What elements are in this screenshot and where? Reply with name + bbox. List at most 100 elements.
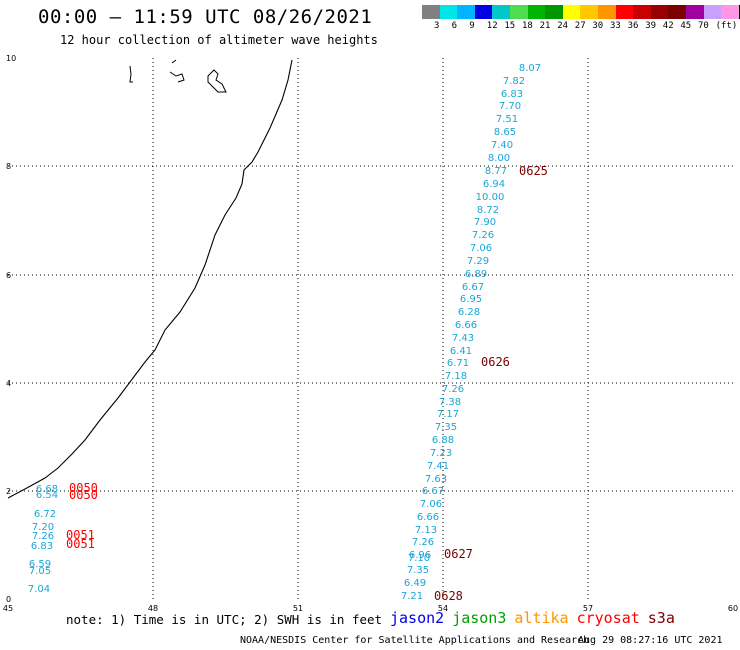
swh-value-label: 6.49 [404, 578, 426, 589]
swh-value-label: 6.71 [447, 358, 469, 369]
swh-value-label: 8.72 [477, 205, 499, 216]
colorbar-swatch [422, 5, 440, 19]
colorbar-label: 3 [434, 21, 440, 31]
swh-value-label: 7.35 [435, 422, 457, 433]
pass-time-label: 0628 [434, 589, 463, 603]
x-tick-label: 51 [293, 604, 303, 613]
y-tick-label: 6 [6, 271, 11, 280]
colorbar-swatch [527, 5, 546, 19]
swh-value-label: 6.83 [501, 89, 523, 100]
pass-time-label: 0050 [69, 481, 98, 495]
colorbar-label: 45 [680, 21, 692, 31]
legend-entry-cryosat: cryosat [576, 609, 640, 627]
colorbar-label: 6 [451, 21, 458, 31]
swh-value-label: 7.23 [430, 448, 452, 459]
swh-value-label: 6.59 [29, 559, 51, 570]
colorbar-swatch [685, 5, 704, 19]
island-outline [169, 59, 185, 83]
colorbar-label: 70 [698, 21, 709, 31]
colorbar-label: 39 [645, 21, 657, 31]
pass-time-label: 0625 [519, 164, 548, 178]
colorbar-swatch [650, 5, 669, 19]
swh-value-label: 7.06 [470, 243, 492, 254]
colorbar-swatch [457, 5, 475, 19]
units-note: note: 1) Time is in UTC; 2) SWH is in fe… [66, 612, 383, 627]
x-tick-label: 57 [583, 604, 593, 613]
swh-value-label: 7.26 [472, 230, 494, 241]
swh-value-label: 7.10 [408, 553, 430, 564]
legend-entry-altika: altika [514, 609, 569, 627]
wave-height-colorbar [422, 5, 740, 19]
colorbar-label: 15 [504, 21, 516, 31]
swh-value-label: 7.17 [437, 409, 459, 420]
swh-value-label: 6.67 [422, 486, 444, 497]
colorbar-label: 18 [522, 21, 533, 31]
swh-value-label: 6.28 [458, 307, 480, 318]
y-tick-label: 8 [6, 162, 11, 171]
satellite-legend: jason2 jason3 altika cryosat s3a [390, 609, 683, 627]
colorbar-swatch [562, 5, 581, 19]
swh-value-label: 7.20 [32, 522, 54, 533]
colorbar-label: 36 [627, 21, 639, 31]
colorbar-swatch [474, 5, 493, 19]
coastline [7, 59, 293, 499]
colorbar-swatch [633, 5, 651, 19]
swh-value-label: 7.26 [412, 537, 434, 548]
legend-entry-jason2: jason2 [390, 609, 445, 627]
swh-value-label: 7.26 [442, 384, 464, 395]
swh-value-label: 7.43 [452, 333, 474, 344]
x-tick-label: 60 [728, 604, 738, 613]
generation-timestamp: Aug 29 08:27:16 UTC 2021 [578, 635, 723, 646]
swh-value-label: 6.41 [450, 346, 472, 357]
y-tick-label: 0 [6, 595, 11, 604]
swh-value-label: 6.72 [34, 509, 56, 520]
credit-text: NOAA/NESDIS Center for Satellite Applica… [240, 635, 590, 646]
pass-time-label: 0051 [66, 537, 95, 551]
swh-value-label: 6.68 [36, 484, 58, 495]
map-title: 00:00 – 11:59 UTC 08/26/2021 [38, 6, 373, 28]
island-outline [129, 65, 133, 83]
swh-value-label: 6.66 [455, 320, 477, 331]
swh-value-label: 7.05 [29, 566, 51, 577]
swh-value-label: 7.40 [491, 140, 513, 151]
colorbar-swatch [615, 5, 634, 19]
x-tick-label: 54 [438, 604, 448, 613]
x-tick-label: 48 [148, 604, 158, 613]
y-tick-label: 2 [6, 487, 11, 496]
swh-value-label: 7.21 [401, 591, 423, 602]
colorbar-swatch [721, 5, 739, 19]
colorbar-swatch [597, 5, 616, 19]
swh-value-label: 8.65 [494, 127, 516, 138]
pass-time-label: 0626 [481, 355, 510, 369]
swh-value-label: 6.67 [462, 282, 484, 293]
swh-value-label: 7.51 [496, 114, 518, 125]
swh-value-label: 7.90 [474, 217, 496, 228]
colorbar-label: 24 [557, 21, 569, 31]
swh-value-label: 7.38 [439, 397, 461, 408]
colorbar-labels: 3 6 9 12 15 18 21 24 27 30 33 36 39 42 45 70 (ft) [422, 21, 740, 33]
swh-value-label: 7.35 [407, 565, 429, 576]
colorbar-label: 9 [469, 21, 475, 31]
swh-value-label: 6.83 [31, 541, 53, 552]
colorbar-swatch [668, 5, 686, 19]
colorbar-label: 30 [592, 21, 604, 31]
island-outline [207, 69, 227, 93]
swh-value-label: 10.00 [476, 192, 505, 203]
swh-value-label: 6.95 [460, 294, 482, 305]
swh-value-label: 8.07 [519, 63, 541, 74]
legend-entry-s3a: s3a [647, 609, 675, 627]
swh-value-label: 7.18 [445, 371, 467, 382]
colorbar-swatch [439, 5, 458, 19]
swh-value-label: 6.88 [432, 435, 454, 446]
pass-time-label: 0051 [66, 528, 95, 542]
colorbar-label: 21 [539, 21, 551, 31]
swh-value-label: 6.96 [409, 550, 431, 561]
swh-value-label: 7.70 [499, 101, 521, 112]
map-subtitle: 12 hour collection of altimeter wave hei… [60, 33, 378, 47]
legend-entry-jason3: jason3 [452, 609, 507, 627]
swh-value-label: 7.13 [415, 525, 437, 536]
y-tick-label: 4 [6, 379, 11, 388]
colorbar-swatch [703, 5, 722, 19]
swh-value-label: 6.66 [417, 512, 439, 523]
